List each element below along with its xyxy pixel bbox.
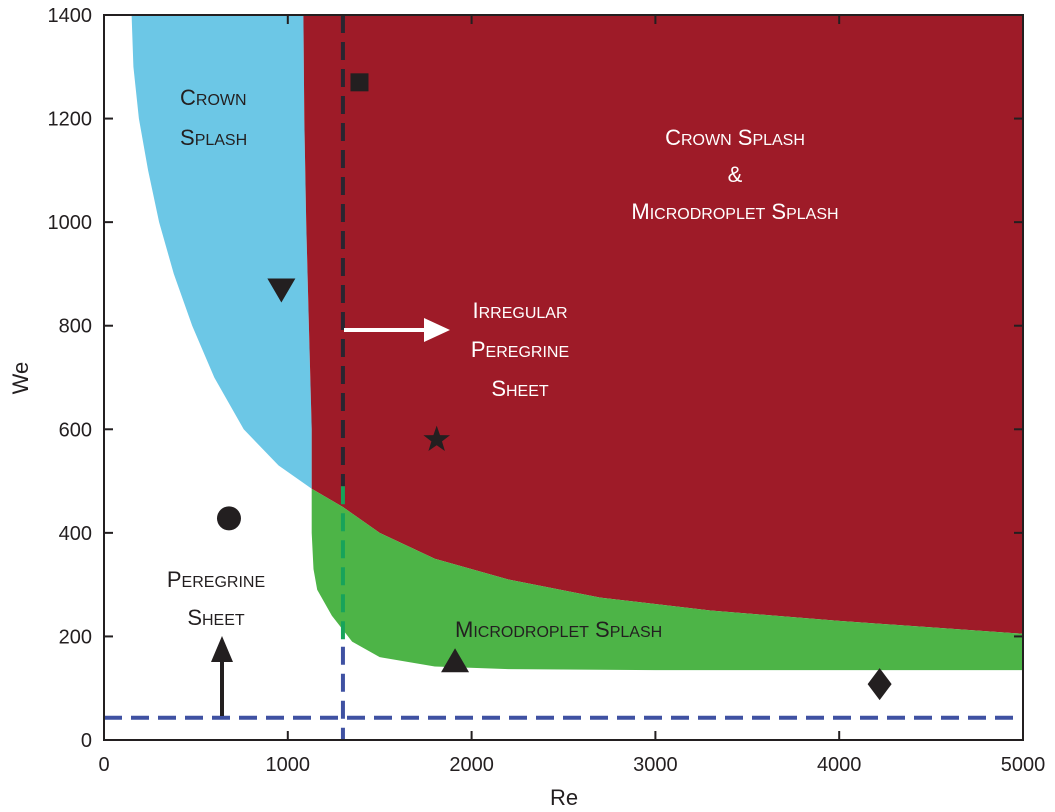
irregular-peregrine-sheet-label-line: IRREGULAR xyxy=(472,298,567,323)
y-tick-label: 400 xyxy=(59,523,92,545)
crown-splash-label-line: SPLASH xyxy=(180,125,247,150)
marker-star xyxy=(423,425,450,451)
y-tick-label: 1200 xyxy=(48,109,93,131)
crown-and-microdroplet-splash-label-line: & xyxy=(728,162,743,187)
marker-triangle-down xyxy=(267,278,296,303)
peregrine-sheet-arrow-head xyxy=(211,636,233,662)
marker-diamond xyxy=(867,668,892,701)
threshold-lines xyxy=(104,15,1023,740)
regions-layer xyxy=(131,15,1023,671)
marker-circle xyxy=(216,506,241,531)
x-tick-label: 0 xyxy=(98,754,109,776)
y-tick-label: 800 xyxy=(59,316,92,338)
y-tick-label: 1000 xyxy=(48,212,93,234)
plot-border xyxy=(103,14,1024,741)
markers-layer xyxy=(216,73,892,701)
plot-frame xyxy=(103,14,1024,741)
crown-and-microdroplet-splash-label-line: MICRODROPLET SPLASH xyxy=(631,199,838,224)
irregular-peregrine-sheet-label-line: SHEET xyxy=(491,376,549,401)
peregrine-sheet-label-line: PEREGRINE xyxy=(167,567,265,592)
microdroplet-splash-label-line: MICRODROPLET SPLASH xyxy=(455,617,662,642)
x-tick-label: 5000 xyxy=(1001,754,1046,776)
arrows-layer xyxy=(211,318,450,716)
crown-splash-region xyxy=(131,15,312,489)
x-tick-label: 3000 xyxy=(633,754,678,776)
x-axis-label: Re xyxy=(550,785,578,810)
y-tick-label: 200 xyxy=(59,626,92,648)
y-tick-label: 0 xyxy=(81,730,92,752)
marker-square xyxy=(350,73,369,92)
axis-ticks: 0 1000 2000 3000 4000 5000 0 200 400 600 800 1000 12… xyxy=(48,5,1046,776)
x-tick-label: 2000 xyxy=(449,754,494,776)
peregrine-sheet-label-line: SHEET xyxy=(187,605,245,630)
y-tick-label: 600 xyxy=(59,419,92,441)
irregular-sheet-arrow-head xyxy=(424,318,450,342)
x-tick-label: 4000 xyxy=(817,754,862,776)
y-axis-label: We xyxy=(8,362,33,395)
crown-splash-label-line: CROWN xyxy=(180,85,247,110)
microdroplet-splash-region xyxy=(311,488,1023,671)
crown-and-microdroplet-splash-label-line: CROWN SPLASH xyxy=(665,125,805,150)
marker-triangle-up xyxy=(441,648,470,673)
region-labels: CROWN SPLASH CROWN SPLASH & MICRODROPLET SPL… xyxy=(167,85,839,642)
crown-and-microdroplet-splash-region xyxy=(303,15,1023,634)
irregular-peregrine-sheet-label-line: PEREGRINE xyxy=(471,337,569,362)
y-tick-label: 1400 xyxy=(48,5,93,27)
x-tick-label: 1000 xyxy=(266,754,311,776)
